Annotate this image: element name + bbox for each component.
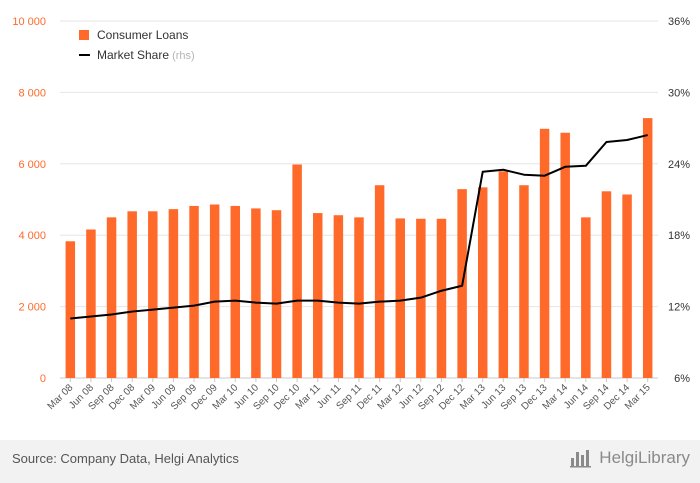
bar xyxy=(622,194,632,378)
y-left-tick-label: 2 000 xyxy=(18,302,46,314)
bar xyxy=(642,118,653,378)
y-right-tick-label: 36% xyxy=(668,16,690,28)
bar xyxy=(395,218,405,378)
y-right-tick-label: 12% xyxy=(668,302,690,314)
bar xyxy=(354,217,364,378)
y-left-tick-label: 0 xyxy=(40,373,46,385)
bar xyxy=(601,191,612,378)
legend-swatch-bar xyxy=(79,30,89,40)
legend-label: Market Share (rhs) xyxy=(97,48,195,62)
y-left-tick-label: 6 000 xyxy=(18,159,46,171)
bar xyxy=(271,210,282,378)
bar xyxy=(374,185,385,378)
bar xyxy=(519,185,529,378)
bar xyxy=(209,204,220,378)
y-right-tick-label: 6% xyxy=(674,373,690,385)
bar xyxy=(313,213,323,378)
bar xyxy=(189,205,199,378)
bar xyxy=(498,171,509,378)
bar xyxy=(292,164,302,378)
bar xyxy=(65,241,76,378)
bar xyxy=(230,205,241,378)
source-note: Source: Company Data, Helgi Analytics xyxy=(12,451,239,466)
y-right-tick-label: 24% xyxy=(668,159,690,171)
bar xyxy=(477,187,488,378)
bar xyxy=(436,218,447,378)
bar xyxy=(148,211,158,378)
bar xyxy=(168,209,179,378)
bar xyxy=(539,128,550,378)
bar xyxy=(127,211,137,378)
chart-svg: 0 2 000 4 000 6 000 8 000 10 000 6% 12% 18% 24% 30… xyxy=(12,16,690,413)
y-left-tick-label: 4 000 xyxy=(18,230,46,242)
bar xyxy=(251,208,261,378)
bar xyxy=(86,229,96,378)
bar xyxy=(560,132,570,378)
y-right-tick-label: 18% xyxy=(668,230,690,242)
bar-chart-icon xyxy=(570,450,592,468)
bar xyxy=(106,217,117,378)
y-left-tick-label: 10 000 xyxy=(12,16,46,28)
footer: Source: Company Data, Helgi Analytics He… xyxy=(0,440,700,483)
legend-suffix: (rhs) xyxy=(169,50,195,62)
y-right-tick-label: 30% xyxy=(668,87,690,99)
logo: HelgiLibrary xyxy=(570,448,690,468)
logo-text: HelgiLibrary xyxy=(599,448,690,467)
bar xyxy=(333,215,344,378)
legend-label: Consumer Loans xyxy=(97,28,188,42)
y-left-tick-label: 8 000 xyxy=(18,87,46,99)
market-share-line xyxy=(70,134,648,320)
bar xyxy=(581,217,591,378)
